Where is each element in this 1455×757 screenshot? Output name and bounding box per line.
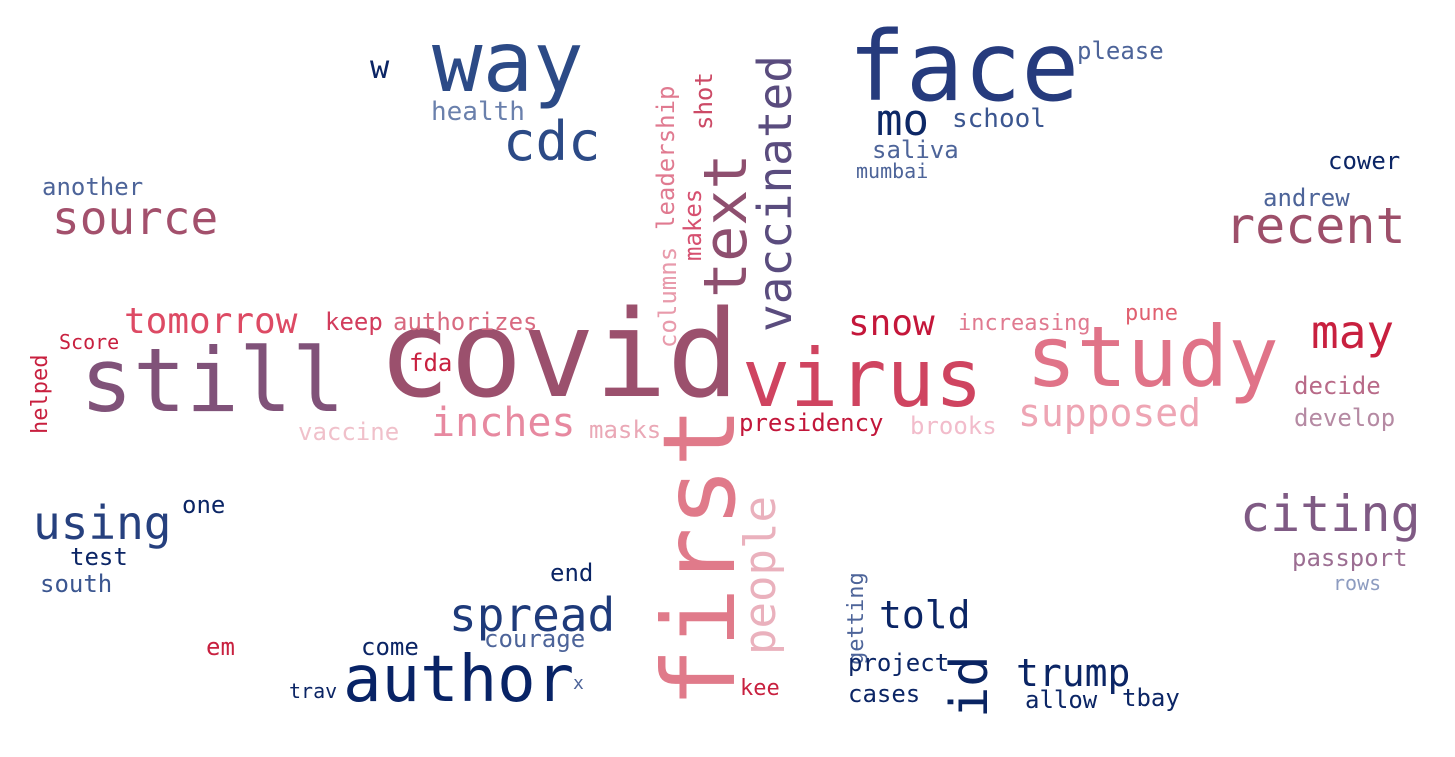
word-x: x (573, 673, 584, 694)
word-please: please (1077, 37, 1164, 65)
word-makes: makes (679, 188, 707, 261)
word-health: health (431, 97, 525, 127)
word-kee: kee (740, 676, 780, 701)
word-brooks: brooks (910, 412, 997, 440)
word-helped: helped (28, 354, 53, 434)
word-columns: columns (654, 246, 682, 348)
word-author: author (343, 643, 575, 717)
word-allow: allow (1025, 686, 1098, 714)
word-score: Score (59, 330, 120, 354)
word-id: id (940, 655, 1000, 718)
word-spread: spread (449, 588, 616, 642)
word-authorizes: authorizes (393, 308, 538, 336)
word-face: face (848, 11, 1080, 123)
word-snow: snow (848, 303, 935, 344)
word-vaccine: vaccine (298, 418, 400, 446)
word-supposed: supposed (1018, 391, 1202, 435)
word-another: another (42, 173, 144, 201)
word-mumbai: mumbai (856, 159, 929, 183)
word-fda: fda (409, 349, 453, 377)
word-develop: develop (1294, 404, 1396, 432)
word-vaccinated: vaccinated (748, 55, 802, 332)
word-masks: masks (589, 416, 662, 444)
word-one: one (182, 491, 226, 519)
word-em: em (206, 633, 235, 661)
word-passport: passport (1292, 544, 1408, 572)
word-may: may (1311, 305, 1395, 359)
word-project: project (848, 649, 950, 677)
word-covid: covid (378, 286, 740, 425)
word-pune: pune (1125, 301, 1178, 326)
word-virus: virus (742, 332, 983, 425)
word-courage: courage (484, 625, 586, 653)
word-told: told (879, 593, 971, 637)
word-inches: inches (431, 400, 576, 446)
word-decide: decide (1294, 372, 1381, 400)
word-study: study (1026, 308, 1279, 406)
word-trav: trav (289, 679, 338, 703)
word-increasing: increasing (958, 311, 1091, 336)
word-come: come (361, 633, 419, 661)
word-tbay: tbay (1122, 684, 1180, 712)
word-using: using (33, 496, 172, 550)
word-keep: keep (325, 308, 383, 336)
word-w: w (370, 48, 390, 86)
word-rows: rows (1333, 571, 1382, 595)
word-test: test (70, 543, 128, 571)
word-cases: cases (848, 680, 921, 708)
word-trump: trump (1016, 651, 1131, 695)
word-tomorrow: tomorrow (124, 301, 298, 342)
word-recent: recent (1225, 197, 1406, 255)
word-cdc: cdc (503, 110, 601, 173)
word-presidency: presidency (739, 409, 884, 437)
word-citing: citing (1240, 485, 1421, 543)
word-school: school (952, 104, 1046, 134)
word-still: still (80, 329, 345, 432)
word-shot: shot (690, 72, 718, 130)
word-leadership: leadership (652, 85, 680, 231)
word-saliva: saliva (872, 136, 959, 164)
word-source: source (52, 191, 219, 245)
word-andrew: andrew (1263, 184, 1350, 212)
word-south: south (40, 570, 113, 598)
word-mo: mo (876, 95, 929, 146)
word-end: end (550, 559, 594, 587)
word-cower: cower (1328, 147, 1401, 175)
word-way: way (432, 13, 584, 111)
word-people: people (735, 496, 786, 655)
